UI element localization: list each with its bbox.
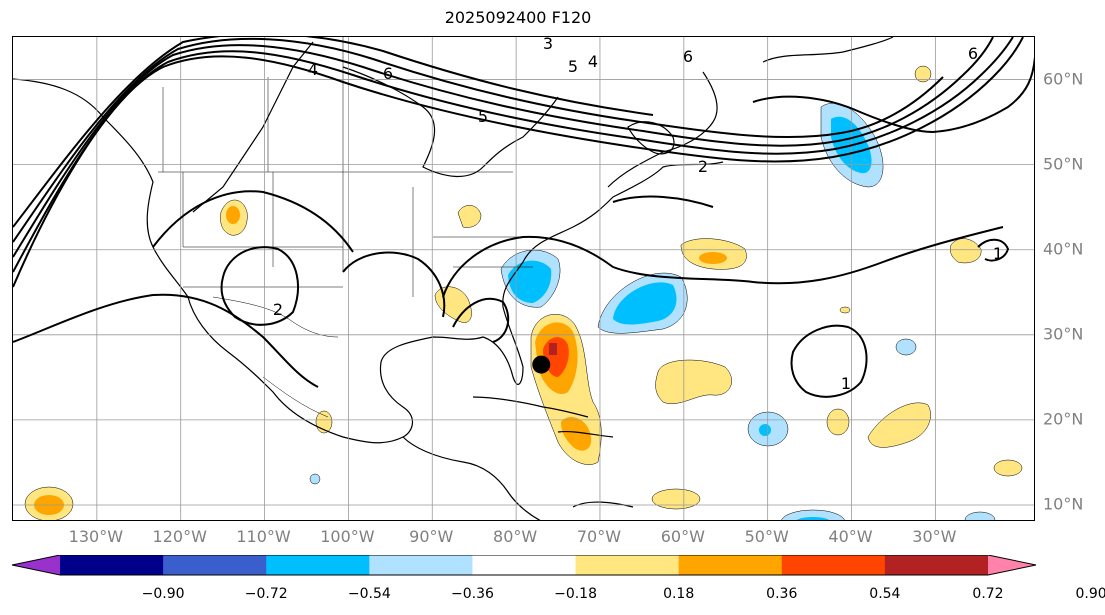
- positive-anomaly-region: [950, 238, 982, 264]
- contour-label: 6: [383, 64, 393, 83]
- positive-anomaly-mid: [561, 417, 592, 451]
- latitude-tick-label: 50°N: [1043, 154, 1084, 174]
- colorbar-tick-label: 0.90: [1075, 586, 1105, 602]
- contour-label: 2: [273, 300, 283, 319]
- colorbar-swatch: [163, 555, 267, 575]
- colorbar-swatch: [266, 555, 370, 575]
- latitude-tick-label: 60°N: [1043, 69, 1084, 89]
- longitude-tick-label: 130°W: [68, 527, 124, 546]
- contour-label: 1: [993, 244, 1003, 263]
- negative-anomaly-core: [796, 517, 830, 520]
- colorbar-swatch: [678, 555, 783, 575]
- negative-anomaly-region: [309, 473, 321, 485]
- positive-anomaly-mid: [226, 206, 240, 224]
- anomaly-fills: [24, 65, 1023, 520]
- positive-anomaly-region: [655, 359, 732, 404]
- longitude-tick-label: 110°W: [236, 527, 291, 546]
- longitude-tick-label: 40°W: [828, 527, 873, 546]
- colorbar-tick-label: −0.54: [347, 586, 391, 602]
- positive-anomaly-region: [839, 306, 851, 314]
- latitude-tick-label: 30°N: [1043, 324, 1084, 344]
- longitude-tick-label: 30°W: [912, 527, 957, 546]
- coastlines: [13, 37, 894, 520]
- longitude-tick-label: 50°W: [744, 527, 789, 546]
- positive-anomaly-region: [867, 402, 931, 448]
- colorbar-tick-label: 0.18: [663, 586, 695, 602]
- longitude-tick-label: 80°W: [493, 527, 538, 546]
- storm-center-marker: [532, 355, 551, 374]
- colorbar-tick-label: 0.72: [972, 586, 1004, 602]
- negative-anomaly-region: [964, 511, 996, 520]
- negative-anomaly-core: [759, 424, 771, 436]
- colorbar-swatch: [472, 555, 577, 575]
- contour-label: 4: [308, 60, 318, 79]
- colorbar-under-arrow: [12, 555, 60, 575]
- longitude-tick-label: 120°W: [152, 527, 207, 546]
- positive-anomaly-region: [914, 65, 932, 83]
- colorbar-swatch: [575, 555, 680, 575]
- colorbar-swatch: [369, 555, 473, 575]
- negative-anomaly-region: [781, 509, 845, 520]
- colorbar-swatch: [60, 555, 164, 575]
- colorbar: [11, 555, 1037, 576]
- graticule: [13, 37, 1034, 520]
- contour-label: 5: [568, 57, 578, 76]
- contour-label: 4: [588, 52, 598, 71]
- colorbar-swatch: [884, 555, 989, 575]
- colorbar-swatch: [781, 555, 886, 575]
- longitude-tick-label: 100°W: [320, 527, 375, 546]
- positive-anomaly-mid: [699, 252, 727, 264]
- colorbar-tick-label: 0.36: [766, 586, 798, 602]
- map-title: 2025092400 F120: [444, 8, 592, 27]
- colorbar-tick-label: −0.72: [244, 586, 288, 602]
- latitude-tick-label: 40°N: [1043, 239, 1084, 259]
- longitude-tick-label: 60°W: [660, 527, 705, 546]
- colorbar-tick-label: −0.18: [554, 586, 597, 602]
- longitude-tick-label: 70°W: [576, 527, 622, 546]
- colorbar-tick-label: 0.54: [869, 586, 901, 602]
- colorbar-over-arrow: [988, 555, 1036, 575]
- contour-label: 6: [683, 47, 693, 66]
- contour-label: 5: [478, 107, 488, 126]
- contour-label: 1: [841, 374, 851, 393]
- positive-anomaly-region: [434, 286, 472, 323]
- contour-label: 2: [698, 157, 708, 176]
- positive-anomaly-peak: [549, 343, 557, 355]
- positive-anomaly-region: [651, 488, 701, 510]
- negative-anomaly-core: [508, 260, 552, 303]
- positive-anomaly-region: [826, 408, 850, 436]
- positive-anomaly-region: [993, 459, 1023, 477]
- negative-anomaly-core: [613, 282, 677, 325]
- latitude-tick-label: 20°N: [1043, 409, 1084, 429]
- contour-label: 3: [543, 37, 553, 53]
- latitude-tick-label: 10°N: [1043, 494, 1084, 514]
- positive-anomaly-region: [457, 205, 482, 228]
- colorbar-tick-label: −0.36: [450, 586, 494, 602]
- longitude-tick-label: 90°W: [409, 527, 454, 546]
- colorbar-outline: [11, 555, 1037, 576]
- colorbar-tick-label: −0.90: [141, 586, 185, 602]
- negative-anomaly-region: [895, 338, 917, 356]
- height-anomaly-contours: [13, 37, 1034, 398]
- contour-label: 6: [968, 44, 978, 63]
- political-borders: [158, 37, 533, 418]
